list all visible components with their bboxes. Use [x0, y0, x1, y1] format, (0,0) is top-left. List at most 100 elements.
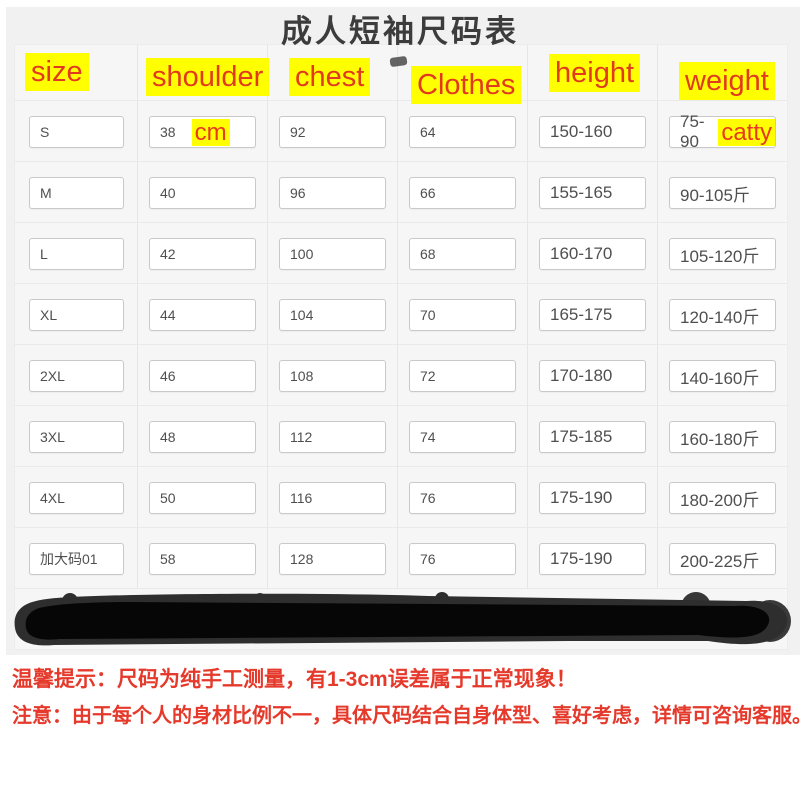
cell-input-weight[interactable]: 140-160斤: [669, 360, 776, 392]
cell-input-chest[interactable]: 116: [279, 482, 386, 514]
cell-input-height[interactable]: 160-170: [539, 238, 646, 270]
cell-value: 72: [420, 368, 436, 384]
cell-input-clothes[interactable]: 70: [409, 299, 516, 331]
cell-value: 92: [290, 124, 306, 140]
table-row-cell: 加大码01: [15, 528, 138, 589]
cell-value: 96: [290, 185, 306, 201]
header-cell-shoulder: shoulder: [138, 45, 270, 101]
cell-input-shoulder[interactable]: 50: [149, 482, 256, 514]
cell-input-size[interactable]: 3XL: [29, 421, 124, 453]
cell-value: 175-190: [550, 488, 613, 507]
table-row-cell: 112: [268, 406, 398, 467]
header-label-chest: chest: [289, 58, 371, 96]
cell-input-height[interactable]: 175-190: [539, 543, 646, 575]
cell-input-clothes[interactable]: 74: [409, 421, 516, 453]
cell-value: 46: [160, 368, 176, 384]
table-row-cell: 104: [268, 284, 398, 345]
table-row-cell: 105-120斤: [658, 223, 787, 284]
cell-input-clothes[interactable]: 76: [409, 482, 516, 514]
table-row-cell: 4XL: [15, 467, 138, 528]
cell-value: 70: [420, 307, 436, 323]
table-row-cell: 72: [398, 345, 528, 406]
cell-input-height[interactable]: 155-165: [539, 177, 646, 209]
redaction-marker: [14, 592, 791, 646]
table-row-cell: 46: [138, 345, 268, 406]
cell-input-size[interactable]: 加大码01: [29, 543, 124, 575]
cell-input-size[interactable]: S: [29, 116, 124, 148]
cell-input-clothes[interactable]: 72: [409, 360, 516, 392]
cell-value: 170-180: [550, 366, 613, 385]
cell-input-weight[interactable]: 105-120斤: [669, 238, 776, 270]
cell-input-weight[interactable]: 180-200斤: [669, 482, 776, 514]
cell-input-shoulder[interactable]: 38 cm: [149, 116, 256, 148]
table-row-cell: 50: [138, 467, 268, 528]
cell-input-shoulder[interactable]: 58: [149, 543, 256, 575]
cell-value: 64: [420, 124, 436, 140]
cell-input-size[interactable]: 2XL: [29, 360, 124, 392]
cell-value: 165-175: [550, 305, 613, 324]
cell-input-clothes[interactable]: 66: [409, 177, 516, 209]
cell-input-chest[interactable]: 100: [279, 238, 386, 270]
header-cell-size: size: [15, 45, 138, 101]
cell-value: 74: [420, 429, 436, 445]
cell-value: 3XL: [40, 429, 65, 445]
cell-input-chest[interactable]: 92: [279, 116, 386, 148]
cell-input-height[interactable]: 150-160: [539, 116, 646, 148]
cell-value: 160-180斤: [680, 429, 760, 449]
cell-input-weight[interactable]: 120-140斤: [669, 299, 776, 331]
cell-input-shoulder[interactable]: 40: [149, 177, 256, 209]
cell-input-height[interactable]: 165-175: [539, 299, 646, 331]
table-row-cell: 48: [138, 406, 268, 467]
unit-annotation-catty: catty: [718, 118, 775, 146]
cell-input-shoulder[interactable]: 48: [149, 421, 256, 453]
cell-input-chest[interactable]: 108: [279, 360, 386, 392]
cell-input-shoulder[interactable]: 44: [149, 299, 256, 331]
cell-input-weight[interactable]: 75-90 catty: [669, 112, 776, 151]
header-label-weight: weight: [679, 62, 775, 100]
cell-input-chest[interactable]: 104: [279, 299, 386, 331]
cell-input-weight[interactable]: 200-225斤: [669, 543, 776, 575]
cell-input-chest[interactable]: 96: [279, 177, 386, 209]
cell-input-shoulder[interactable]: 46: [149, 360, 256, 392]
table-row-cell: 42: [138, 223, 268, 284]
cell-input-height[interactable]: 175-190: [539, 482, 646, 514]
cell-input-weight[interactable]: 90-105斤: [669, 177, 776, 209]
page-title: 成人短袖尺码表: [281, 14, 519, 49]
table-row-cell: 160-170: [528, 223, 658, 284]
cell-input-chest[interactable]: 128: [279, 543, 386, 575]
table-row-cell: 108: [268, 345, 398, 406]
cell-input-clothes[interactable]: 64: [409, 116, 516, 148]
table-row-cell: 170-180: [528, 345, 658, 406]
cell-input-size[interactable]: 4XL: [29, 482, 124, 514]
cell-value: L: [40, 246, 48, 262]
cell-input-weight[interactable]: 160-180斤: [669, 421, 776, 453]
cell-value: 4XL: [40, 490, 65, 506]
cell-input-height[interactable]: 170-180: [539, 360, 646, 392]
table-row-cell: 175-185: [528, 406, 658, 467]
cell-input-clothes[interactable]: 68: [409, 238, 516, 270]
cell-input-clothes[interactable]: 76: [409, 543, 516, 575]
table-row-cell: 75-90 catty: [658, 101, 787, 162]
table-row-cell: 70: [398, 284, 528, 345]
cell-input-size[interactable]: L: [29, 238, 124, 270]
header-label-shoulder: shoulder: [146, 58, 270, 96]
cell-value: 38: [160, 124, 176, 140]
cell-input-size[interactable]: XL: [29, 299, 124, 331]
cell-input-shoulder[interactable]: 42: [149, 238, 256, 270]
table-row-cell: 175-190: [528, 528, 658, 589]
table-row-cell: 38 cm: [138, 101, 268, 162]
cell-value: 112: [290, 429, 313, 445]
cell-value: 160-170: [550, 244, 613, 263]
table-row-cell: 155-165: [528, 162, 658, 223]
table-row-cell: 160-180斤: [658, 406, 787, 467]
cell-value: 100: [290, 246, 314, 262]
table-row-cell: 58: [138, 528, 268, 589]
header-cell-weight: weight: [658, 45, 787, 101]
cell-value: 76: [420, 490, 436, 506]
cell-value: M: [40, 185, 52, 201]
cell-input-chest[interactable]: 112: [279, 421, 386, 453]
cell-input-size[interactable]: M: [29, 177, 124, 209]
cell-input-height[interactable]: 175-185: [539, 421, 646, 453]
cell-value: 120-140斤: [680, 307, 760, 327]
table-row-cell: L: [15, 223, 138, 284]
